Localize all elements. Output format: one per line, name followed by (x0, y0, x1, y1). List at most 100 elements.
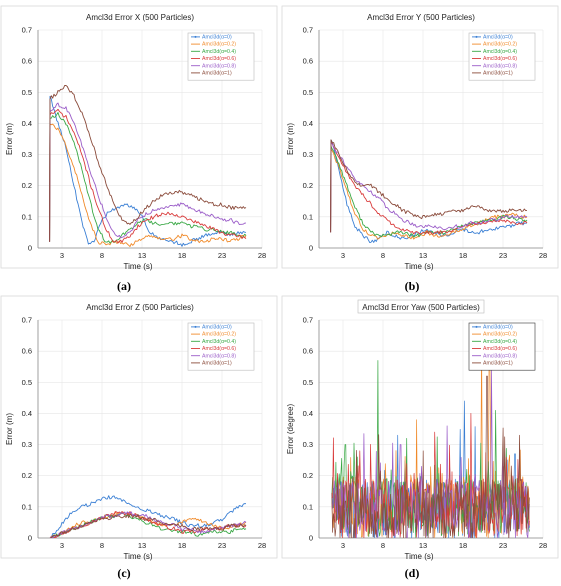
y-tick-label: 0.2 (303, 181, 313, 190)
series-line-5 (330, 139, 527, 233)
x-tick-label: 23 (499, 541, 507, 550)
chart-panel-c: Amcl3d Error Z (500 Particles) 0 0.1 0.2 0.3… (0, 290, 280, 562)
y-tick-label: 0.5 (303, 378, 313, 387)
y-tick-label: 0.4 (22, 409, 32, 418)
x-tick-label: 3 (341, 541, 345, 550)
legend-label: Amcl3d(α=0.6) (202, 346, 236, 352)
x-tick-label: 23 (218, 541, 226, 550)
plot-area (49, 495, 247, 538)
legend-label: Amcl3d(α=0) (483, 35, 513, 41)
legend-box (187, 322, 255, 371)
caption-b: (b) (404, 279, 420, 293)
chart-error-z: Amcl3d Error Z (500 Particles) 0 0.1 0.2 0.3… (0, 295, 278, 561)
x-tick-label: 8 (381, 541, 385, 550)
y-tick-label: 0 (309, 534, 313, 543)
series-line-2 (49, 112, 247, 244)
chart-title-box (357, 299, 485, 314)
x-tick-label: 3 (60, 541, 64, 550)
chart-title: Amcl3d Error Z (500 Particles) (86, 303, 194, 312)
x-tick-label: 13 (138, 541, 146, 550)
x-tick-label: 13 (419, 251, 427, 260)
x-axis-label: Time (s) (123, 552, 152, 561)
legend-marker (194, 325, 197, 328)
y-axis-label: Error (m) (5, 123, 14, 155)
y-tick-label: 0.4 (22, 119, 32, 128)
series-line-1 (330, 148, 528, 240)
legend-label: Amcl3d(α=1) (483, 71, 513, 77)
legend-label: Amcl3d(α=0.4) (483, 49, 517, 55)
y-tick-label: 0.7 (303, 26, 313, 35)
x-tick-label: 18 (178, 541, 186, 550)
y-tick-label: 0.1 (22, 212, 32, 221)
series-line-3 (330, 142, 528, 235)
x-tick-label: 3 (60, 251, 64, 260)
caption-d: (d) (404, 566, 420, 580)
y-tick-label: 0.3 (22, 150, 32, 159)
caption-c: (c) (117, 566, 131, 580)
legend-label: Amcl3d(α=0.2) (202, 332, 236, 338)
x-tick-label: 28 (258, 541, 266, 550)
series-line-0 (330, 139, 528, 243)
y-tick-label: 0.7 (303, 316, 313, 325)
legend-label: Amcl3d(α=0.8) (202, 63, 236, 69)
legend-label: Amcl3d(α=0.6) (483, 56, 517, 62)
chart-title: Amcl3d Error Yaw (500 Particles) (362, 303, 480, 312)
legend-label: Amcl3d(α=0.8) (202, 353, 236, 359)
legend-label: Amcl3d(α=0) (483, 325, 513, 331)
y-tick-label: 0.5 (303, 88, 313, 97)
y-tick-label: 0.7 (22, 26, 32, 35)
legend-label: Amcl3d(α=0.6) (483, 346, 517, 352)
series-line-0 (49, 95, 247, 247)
x-tick-label: 18 (459, 541, 467, 550)
legend-label: Amcl3d(α=0.4) (202, 49, 236, 55)
legend-label: Amcl3d(α=0.4) (202, 339, 236, 345)
legend-label: Amcl3d(α=0.2) (483, 42, 517, 48)
y-tick-label: 0.1 (303, 212, 313, 221)
y-tick-label: 0.2 (303, 471, 313, 480)
y-tick-label: 0.5 (22, 378, 32, 387)
legend-label: Amcl3d(α=0) (202, 35, 232, 41)
legend-label: Amcl3d(α=0.2) (483, 332, 517, 338)
legend-marker (475, 35, 478, 38)
y-tick-label: 0.6 (22, 347, 32, 356)
y-tick-label: 0.7 (22, 316, 32, 325)
y-tick-label: 0.2 (22, 181, 32, 190)
x-tick-label: 23 (218, 251, 226, 260)
x-tick-label: 8 (381, 251, 385, 260)
series-line-0 (49, 495, 247, 538)
legend-label: Amcl3d(α=1) (202, 361, 232, 367)
series-line-4 (49, 102, 246, 242)
plot-area (49, 84, 247, 248)
series-line-5 (331, 375, 530, 538)
series-line-3 (49, 108, 247, 244)
series-line-1 (49, 123, 247, 248)
y-tick-label: 0.5 (22, 88, 32, 97)
legend-marker (194, 35, 197, 38)
legend-label: Amcl3d(α=1) (202, 71, 232, 77)
x-tick-label: 13 (419, 541, 427, 550)
x-tick-label: 8 (100, 251, 104, 260)
series-line-5 (49, 84, 247, 242)
chart-panel-d: Amcl3d Error Yaw (500 Particles) 0 0.1 0.2 0… (281, 290, 561, 562)
chart-error-yaw: Amcl3d Error Yaw (500 Particles) 0 0.1 0.2 0… (281, 295, 559, 561)
y-tick-label: 0.3 (303, 440, 313, 449)
plot-area (331, 341, 530, 538)
legend-label: Amcl3d(α=0.4) (483, 339, 517, 345)
y-tick-label: 0.6 (303, 57, 313, 66)
plot-area (330, 139, 528, 243)
chart-title: Amcl3d Error Y (500 Particles) (367, 13, 475, 22)
x-axis-label: Time (s) (404, 262, 433, 271)
x-axis-label: Time (s) (123, 262, 152, 271)
y-axis-label: Error (m) (5, 413, 14, 445)
y-tick-label: 0 (309, 244, 313, 253)
y-tick-label: 0.2 (22, 471, 32, 480)
x-axis-label: Time (s) (404, 552, 433, 561)
legend-label: Amcl3d(α=0.8) (483, 353, 517, 359)
x-tick-label: 3 (341, 251, 345, 260)
x-tick-label: 13 (138, 251, 146, 260)
legend-box (468, 32, 536, 81)
x-tick-label: 8 (100, 541, 104, 550)
chart-title: Amcl3d Error X (500 Particles) (86, 13, 194, 22)
legend-label: Amcl3d(α=1) (483, 361, 513, 367)
y-tick-label: 0.3 (303, 150, 313, 159)
